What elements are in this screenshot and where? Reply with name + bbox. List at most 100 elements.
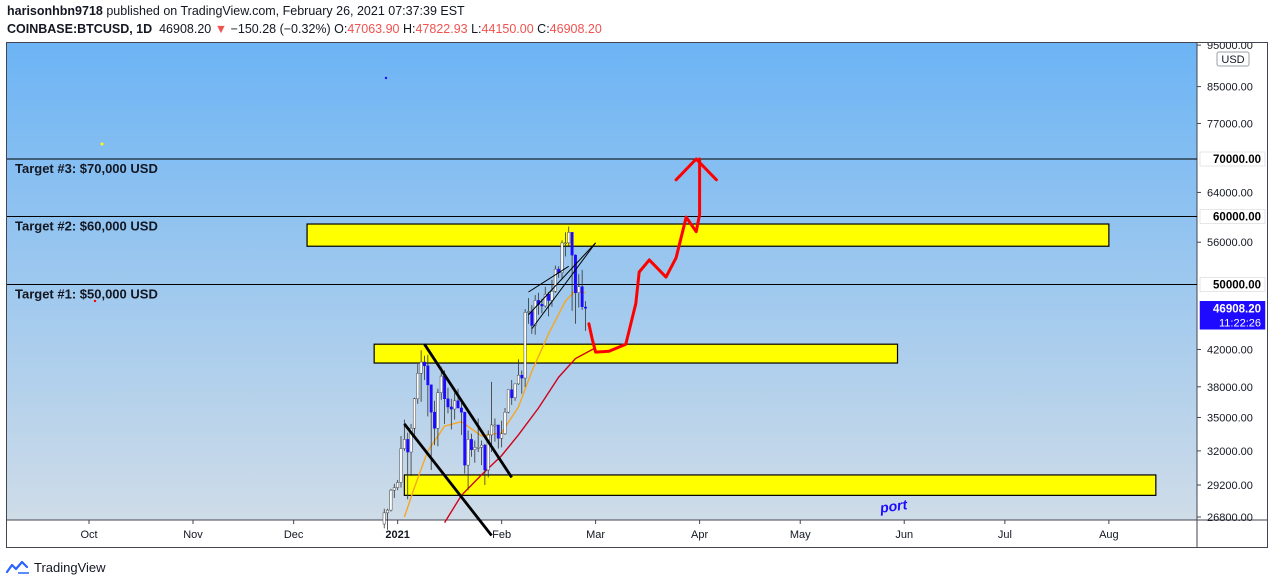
candle-body-5: [399, 448, 403, 483]
candle-body-37: [506, 389, 510, 413]
candle-body-24: [463, 411, 467, 466]
candle-body-20: [449, 406, 453, 410]
candle-43: [527, 298, 530, 324]
candle-body-7: [406, 439, 410, 453]
candle-body-47: [540, 304, 544, 307]
wedge-line-0: [528, 242, 596, 316]
price-badge-label-3: 46908.20: [1213, 303, 1261, 315]
candle-36: [503, 407, 507, 435]
price-axis[interactable]: 95000.00 85000.00 77000.00 64000.00 56000.00…: [1197, 43, 1266, 524]
candle-body-14: [429, 384, 433, 413]
zone-rect-1: [373, 343, 899, 364]
stray-dot-blue: [384, 76, 388, 80]
tradingview-brand: TradingView: [34, 559, 106, 575]
candle-body-19: [446, 398, 450, 408]
channel-line-0: [423, 343, 513, 479]
chart-canvas[interactable]: Target #3: $70,000 USD Target #2: $60,000…: [7, 43, 1267, 547]
candle-25: [466, 430, 470, 491]
candle-body-53: [560, 242, 564, 273]
candle-body-30: [483, 444, 487, 471]
candle-22: [456, 388, 460, 409]
channel-line-1: [403, 423, 493, 537]
x-tick-label-7: May: [790, 529, 811, 541]
price-chart[interactable]: Target #3: $70,000 USD Target #2: $60,000…: [6, 42, 1268, 548]
candle-59: [580, 269, 584, 310]
currency-badge-box: [1216, 51, 1250, 67]
price-change: −150.28 (−0.32%): [230, 22, 331, 36]
x-tick-label-0: Oct: [80, 529, 97, 541]
time-axis[interactable]: Oct Nov Dec 2021 Feb Mar Apr May Jun Jul Aug: [80, 520, 1119, 541]
x-tick-label-1: Nov: [183, 529, 203, 541]
candle-body-28: [476, 447, 480, 449]
tradingview-logo-icon: [6, 560, 29, 574]
candle-body-35: [500, 433, 504, 439]
candle-53: [560, 240, 564, 279]
candle-body-54: [563, 242, 567, 245]
price-badge-3: 46908.20 11:22:26: [1199, 301, 1266, 330]
candle-body-51: [553, 268, 557, 292]
candle-9: [412, 397, 416, 435]
candle-body-26: [470, 439, 473, 450]
candle-30: [483, 443, 487, 486]
candle-55: [567, 226, 571, 246]
candle-35: [500, 420, 504, 448]
high-value: 47822.93: [415, 22, 468, 36]
price-badge-box-2: [1199, 277, 1266, 292]
tradingview-footer[interactable]: TradingView: [6, 557, 106, 577]
currency-badge-label: USD: [1221, 54, 1244, 66]
wedge-line-1: [531, 242, 596, 330]
price-badge-0: 70000.00: [1199, 151, 1266, 167]
candle-body-17: [439, 375, 443, 393]
candle-body-57: [574, 254, 577, 294]
price-badge-2: 50000.00: [1199, 277, 1266, 292]
candle-body-38: [510, 389, 514, 398]
projection-path: [587, 157, 702, 354]
x-tick-label-9: Jul: [998, 529, 1012, 541]
candle-body-43: [527, 311, 530, 313]
high-label: H:: [402, 22, 416, 36]
candle-51: [553, 265, 557, 293]
candle-58: [577, 274, 581, 308]
price-badge-label-2: 50000.00: [1213, 279, 1261, 291]
time-axis-background: [7, 520, 1267, 547]
x-tick-label-8: Jun: [895, 529, 913, 541]
candle-body-10: [416, 373, 420, 400]
down-arrow-icon: ▼: [214, 22, 228, 36]
y-tick-label-5: 42000.00: [1207, 344, 1253, 356]
candle-14: [429, 384, 433, 471]
candle-body-16: [436, 392, 440, 429]
candle-body-50: [550, 290, 554, 301]
y-tick-label-1: 85000.00: [1207, 82, 1253, 94]
wedge-line-2: [528, 265, 570, 293]
symbol-name: COINBASE:BTCUSD, 1D: [7, 22, 153, 36]
target-label-1: Target #2: $60,000 USD: [15, 218, 158, 233]
candle-body-21: [453, 400, 457, 410]
candle-60: [584, 301, 587, 331]
candle-47: [540, 298, 544, 314]
publish-text: published on TradingView.com, February 2…: [106, 4, 465, 18]
price-badge-label-1: 60000.00: [1213, 211, 1261, 223]
x-tick-label-2: Dec: [284, 529, 304, 541]
support-annotation: port: [878, 496, 909, 516]
candle-0: [382, 508, 386, 529]
zone-rect-0: [306, 223, 1110, 247]
y-tick-label-6: 38000.00: [1207, 382, 1253, 394]
candle-body-23: [459, 407, 463, 413]
price-badge-label-0: 70000.00: [1213, 154, 1261, 166]
currency-badge: USD: [1216, 51, 1250, 67]
candle-23: [459, 402, 463, 435]
x-tick-label-4: Feb: [492, 529, 511, 541]
candle-body-36: [503, 411, 507, 435]
y-tick-label-8: 32000.00: [1207, 446, 1253, 458]
candle-body-12: [423, 361, 426, 367]
stray-dot-red: [93, 299, 97, 303]
price-badge-box-3: [1199, 301, 1266, 330]
price-badge-box-1: [1199, 209, 1266, 224]
candle-body-49: [547, 294, 551, 301]
candle-body-11: [419, 361, 423, 374]
candle-body-31: [486, 434, 490, 471]
candle-11: [419, 350, 423, 402]
x-tick-label-3: 2021: [385, 529, 409, 541]
candle-10: [416, 363, 420, 404]
plot-background: [7, 43, 1197, 520]
